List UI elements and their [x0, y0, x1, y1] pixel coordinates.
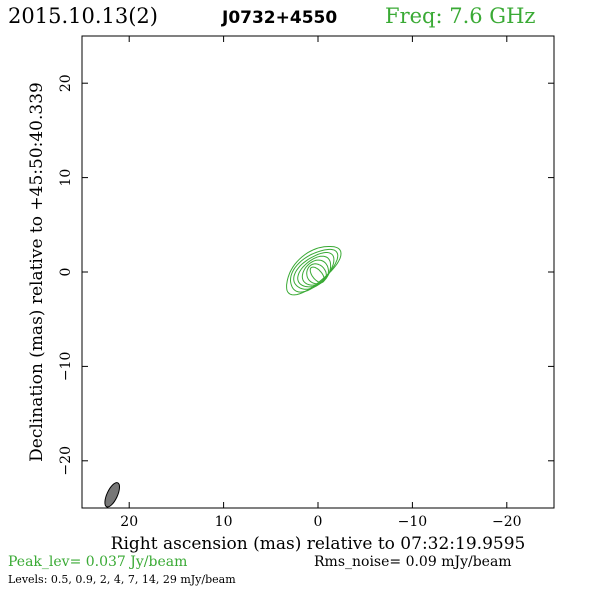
beam-ellipse: [104, 482, 121, 508]
y-tick-label: 0: [58, 268, 74, 277]
beam-group: [104, 482, 121, 508]
contour-level: [309, 266, 325, 283]
x-tick-label: −10: [398, 514, 428, 530]
y-tick-label: −20: [58, 446, 74, 476]
x-tick-label: 10: [215, 514, 233, 530]
x-tick-label: −20: [492, 514, 522, 530]
observation-date: 2015.10.13(2): [8, 4, 158, 28]
contour-level: [306, 263, 327, 285]
contour-group: [286, 246, 342, 296]
source-name: J0732+4550: [221, 8, 337, 28]
contour-level: [301, 259, 330, 286]
y-tick-label: 10: [58, 169, 74, 187]
y-tick-label: −10: [58, 352, 74, 382]
x-axis-label: Right ascension (mas) relative to 07:32:…: [111, 534, 526, 554]
y-axis-label: Declination (mas) relative to +45:50:40.…: [27, 82, 47, 462]
plot-frame: [81, 35, 555, 509]
contour-level: [286, 246, 342, 296]
x-tick-label: 20: [120, 514, 138, 530]
frequency-label: Freq: 7.6 GHz: [385, 4, 535, 28]
x-tick-label: 0: [314, 514, 323, 530]
contour-level: [297, 255, 332, 288]
contour-levels: Levels: 0.5, 0.9, 2, 4, 7, 14, 29 mJy/be…: [8, 573, 236, 586]
y-tick-label: 20: [58, 74, 74, 92]
peak-level: Peak_lev= 0.037 Jy/beam: [8, 554, 187, 570]
axis-ticks: 20 10 0 −10 −20 20 10 0 −10 −20: [58, 36, 554, 530]
rms-noise: Rms_noise= 0.09 mJy/beam: [314, 554, 512, 570]
